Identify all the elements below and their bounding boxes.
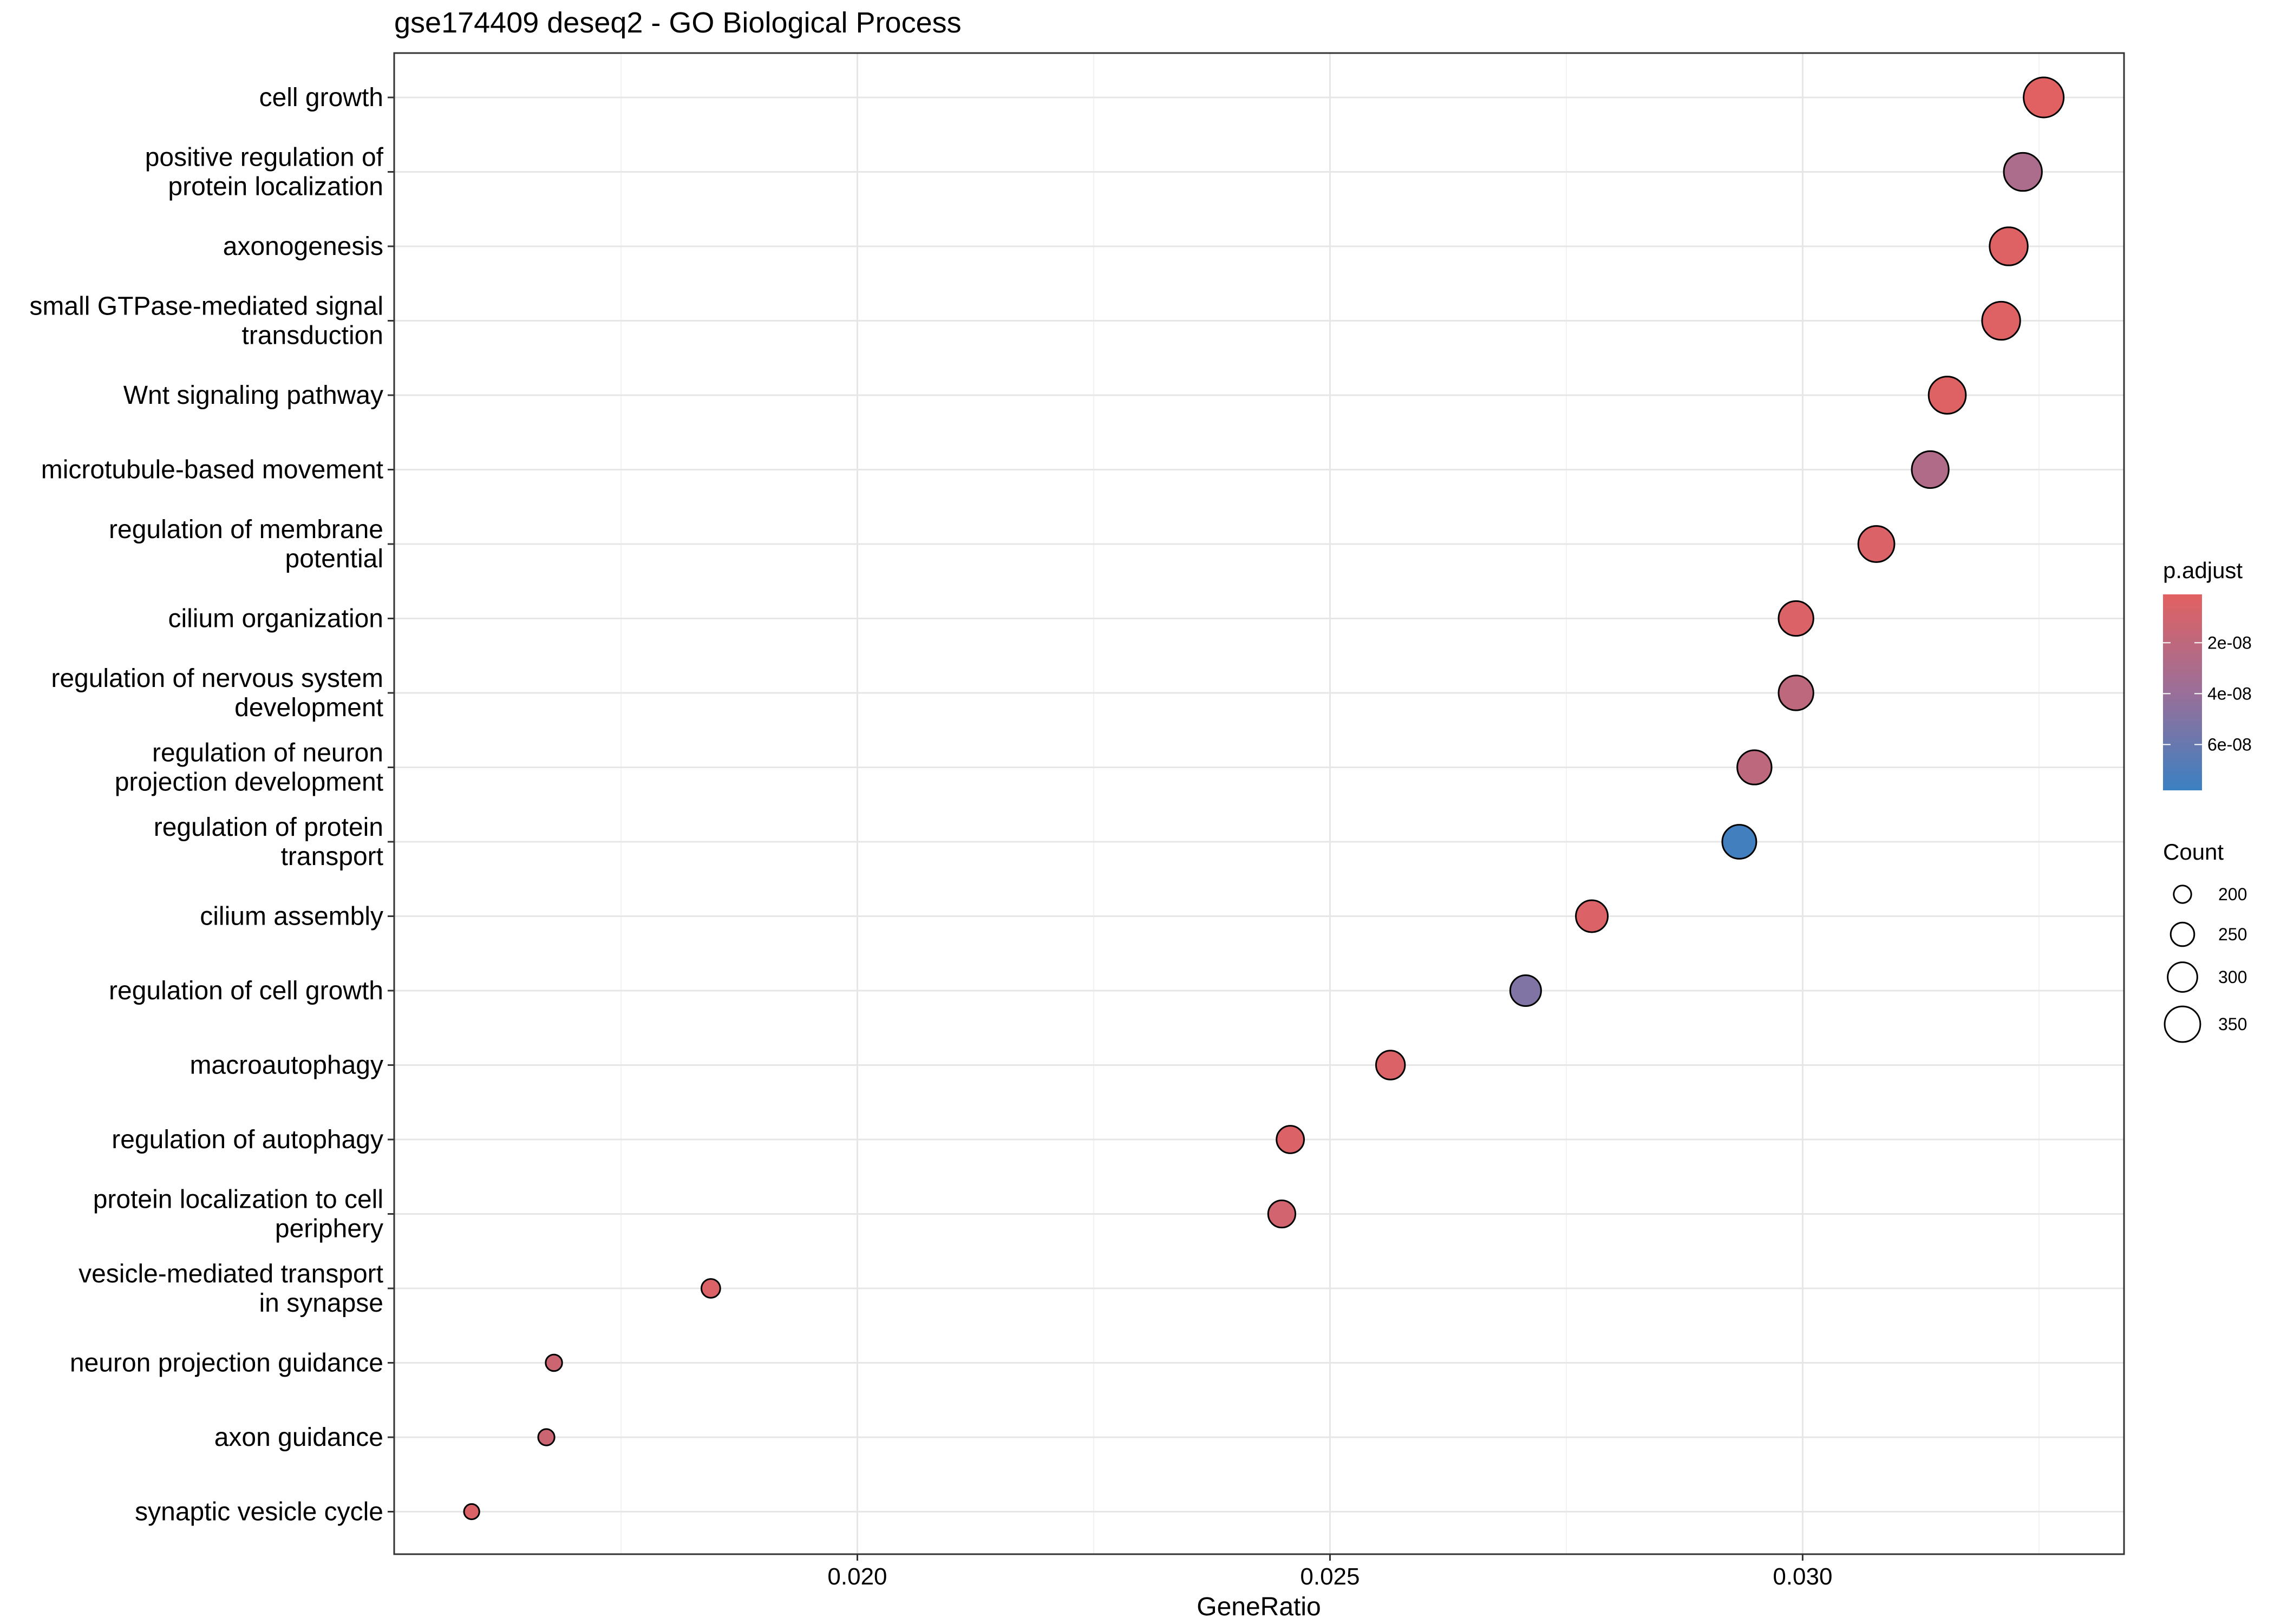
y-tick-label: axon guidance	[214, 1423, 383, 1452]
data-point	[1981, 300, 2021, 341]
y-tick-label: vesicle-mediated transport in synapse	[79, 1260, 383, 1318]
legend-count-title: Count	[2163, 839, 2224, 865]
y-tick-label: neuron projection guidance	[70, 1349, 383, 1378]
data-point	[2023, 76, 2065, 119]
x-tick-label: 0.030	[1773, 1563, 1832, 1590]
data-point	[1989, 226, 2029, 266]
size-legend-label: 200	[2218, 885, 2247, 904]
x-tick-label: 0.020	[827, 1563, 887, 1590]
data-point	[1857, 525, 1896, 563]
colorbar-tick-label: 6e-08	[2207, 735, 2252, 754]
legend-colorbar-ticks: 2e-08 4e-08 6e-08	[2163, 633, 2252, 754]
colorbar-tick-label: 4e-08	[2207, 684, 2252, 703]
size-legend-key	[2164, 1005, 2201, 1043]
size-legend-key	[2170, 921, 2195, 947]
y-tick-label: axonogenesis	[223, 232, 383, 261]
legend-p-adjust: p.adjust 2e-08 4e-08 6e-08	[2163, 558, 2252, 790]
y-tick-label: positive regulation of protein localizati…	[145, 143, 384, 201]
size-legend-key	[2167, 961, 2198, 993]
size-legend-label: 350	[2218, 1014, 2247, 1034]
data-point	[1911, 450, 1950, 489]
y-tick-label: regulation of protein transport	[154, 813, 383, 871]
y-tick-label: small GTPase-mediated signal transduction	[29, 292, 383, 350]
y-tick-label: cell growth	[259, 83, 383, 112]
size-legend-label: 250	[2218, 925, 2247, 944]
y-tick-label: Wnt signaling pathway	[123, 381, 383, 410]
y-tick-label: synaptic vesicle cycle	[135, 1498, 383, 1527]
data-point	[1778, 675, 1814, 711]
legend-colorbar	[2163, 594, 2202, 790]
data-point	[1375, 1050, 1406, 1081]
legend-count: Count 200 250 300 350	[2163, 839, 2247, 1043]
points-layer	[463, 76, 2065, 1521]
y-tick-label: protein localization to cell periphery	[93, 1186, 383, 1243]
data-point	[1736, 749, 1773, 785]
data-point	[2003, 152, 2043, 192]
data-point	[1276, 1125, 1305, 1154]
data-point	[545, 1353, 563, 1372]
x-axis-title: GeneRatio	[1197, 1593, 1321, 1621]
data-point	[1509, 974, 1542, 1007]
data-point	[700, 1278, 721, 1299]
y-tick-label: regulation of neuron projection developme…	[115, 739, 383, 797]
y-tick-label: macroautophagy	[190, 1051, 383, 1080]
grid-layer	[394, 53, 2124, 1554]
category-axis: cell growth positive regulation of protein…	[29, 83, 394, 1527]
legend-size-keys: 200 250 300 350	[2164, 885, 2247, 1043]
plot-panel	[393, 52, 2125, 1555]
data-point	[537, 1428, 556, 1446]
y-tick-label: cilium organization	[168, 605, 383, 633]
y-tick-label: regulation of nervous system development	[51, 664, 383, 722]
x-tick-label: 0.025	[1300, 1563, 1360, 1590]
chart-title: gse174409 deseq2 - GO Biological Process	[394, 6, 962, 39]
y-tick-label: cilium assembly	[200, 902, 383, 931]
y-tick-label: regulation of cell growth	[109, 977, 383, 1005]
data-point	[1927, 376, 1967, 415]
data-point	[1267, 1199, 1297, 1229]
size-legend-key	[2173, 885, 2192, 904]
data-point	[1721, 824, 1757, 860]
y-tick-label: regulation of membrane potential	[109, 515, 383, 573]
data-point	[1575, 899, 1609, 933]
data-point	[463, 1503, 480, 1521]
legend-p-adjust-title: p.adjust	[2163, 558, 2243, 583]
x-axis: 0.020 0.025 0.030	[827, 1554, 1832, 1590]
colorbar-tick-label: 2e-08	[2207, 633, 2252, 652]
y-tick-label: regulation of autophagy	[112, 1125, 383, 1154]
data-point	[1778, 600, 1814, 637]
size-legend-label: 300	[2218, 967, 2247, 987]
y-tick-label: microtubule-based movement	[41, 456, 383, 484]
